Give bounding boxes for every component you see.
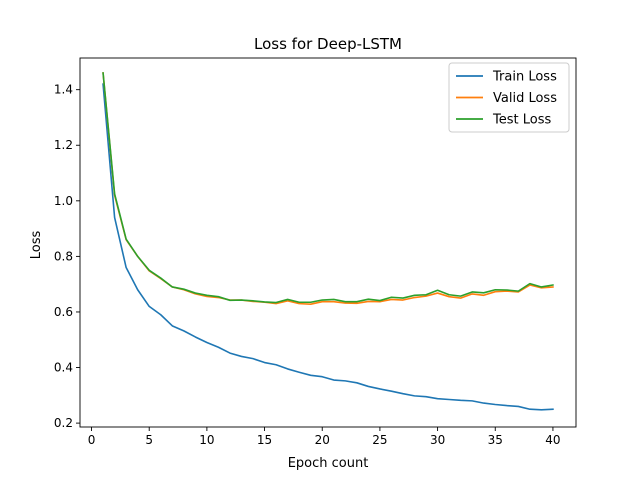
y-axis-label: Loss [29,231,44,260]
y-tick-label: 1.4 [54,83,73,97]
legend: Train Loss Valid Loss Test Loss [448,62,570,133]
x-axis-label: Epoch count [288,456,369,471]
x-tick-label: 15 [257,433,272,447]
y-tick-label: 0.2 [54,416,73,430]
y-tick-label: 0.4 [54,361,73,375]
plot-frame [79,57,577,428]
x-tick-label: 10 [199,433,214,447]
series-layer [102,72,554,411]
series-line-train-loss [102,83,554,411]
x-tick-label: 25 [372,433,387,447]
axes-layer: 0 5 10 15 20 25 30 35 40 0.2 0.4 0.6 0.8 1.0 1.2 1.4 [54,57,577,447]
x-tick-label: 5 [145,433,153,447]
chart-title: Loss for Deep-LSTM [254,35,402,53]
x-tick-label: 35 [488,433,503,447]
legend-label: Valid Loss [493,91,557,106]
y-tick-label: 0.8 [54,249,73,263]
legend-box [448,62,570,133]
x-tick-label: 20 [315,433,330,447]
legend-label: Train Loss [492,70,557,85]
x-tick-label: 30 [430,433,445,447]
y-tick-label: 1.2 [54,138,73,152]
legend-label: Test Loss [492,113,551,128]
y-tick-label: 0.6 [54,305,73,319]
x-tick-label: 40 [545,433,560,447]
x-tick-label: 0 [88,433,96,447]
series-line-test-loss [102,72,554,304]
y-tick-label: 1.0 [54,194,73,208]
